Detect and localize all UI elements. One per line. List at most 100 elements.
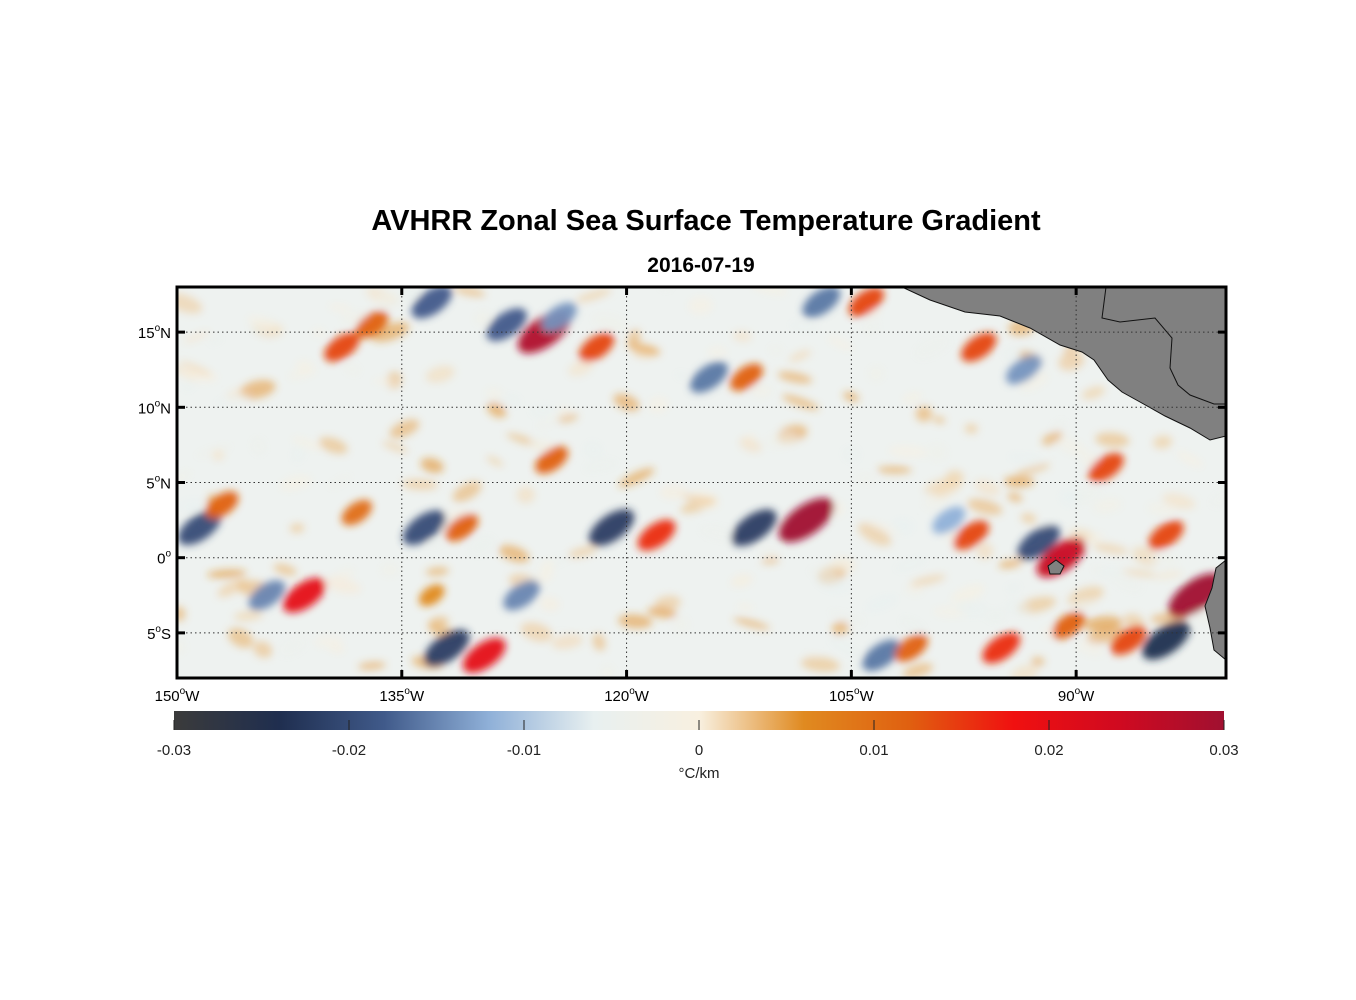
gradient-speckle — [761, 557, 780, 564]
gradient-feature — [535, 446, 569, 474]
gradient-feature — [503, 580, 540, 611]
gradient-speckle — [474, 310, 491, 326]
gradient-speckle — [782, 394, 819, 410]
colorbar-tick-label: -0.03 — [157, 742, 191, 759]
gradient-feature — [690, 361, 728, 393]
gradient-speckle — [801, 656, 840, 672]
gradient-feature — [637, 519, 676, 551]
gradient-speckle — [613, 393, 640, 411]
gradient-speckle — [739, 437, 762, 453]
gradient-feature — [778, 498, 834, 543]
gradient-speckle — [902, 391, 923, 404]
gradient-feature — [1005, 355, 1042, 385]
gradient-speckle — [314, 635, 343, 648]
gradient-feature — [418, 584, 445, 607]
gradient-speckle — [233, 610, 263, 621]
gradient-speckle — [1053, 435, 1090, 458]
gradient-speckle — [915, 405, 933, 422]
gradient-speckle — [289, 523, 305, 533]
gradient-speckle — [498, 394, 522, 407]
gradient-speckle — [279, 475, 312, 491]
gradient-speckle — [358, 661, 386, 670]
gradient-speckle — [485, 387, 503, 401]
gradient-speckle — [452, 481, 482, 502]
gradient-feature — [486, 308, 527, 342]
gradient-feature — [731, 509, 777, 546]
gradient-speckle — [278, 635, 308, 657]
gradient-speckle — [247, 315, 284, 334]
gradient-speckle — [828, 610, 866, 625]
gradient-feature — [411, 287, 452, 319]
gradient-feature — [982, 632, 1021, 664]
gradient-feature — [205, 491, 239, 519]
gradient-feature — [424, 629, 470, 667]
gradient-speckle — [732, 330, 752, 342]
gradient-feature — [282, 577, 326, 613]
gradient-feature — [1110, 625, 1147, 655]
south-america-coast — [1204, 559, 1226, 661]
gradient-speckle — [1084, 532, 1105, 546]
gradient-feature — [1168, 573, 1224, 618]
graticule-grid — [177, 287, 1226, 678]
gradient-speckle — [251, 437, 266, 455]
gradient-speckle — [672, 615, 690, 634]
map-title: AVHRR Zonal Sea Surface Temperature Grad… — [371, 205, 1041, 237]
colorbar-tick-label: 0.01 — [859, 742, 888, 759]
gradient-speckle — [318, 437, 348, 454]
map-plot-area — [175, 285, 1228, 680]
gradient-speckle — [976, 542, 994, 560]
gradient-speckle — [681, 494, 715, 505]
gradient-speckle — [750, 384, 773, 398]
latitude-labels: 15oN 10oN 5oN 0o 5oS — [138, 323, 172, 643]
gradient-speckle — [1092, 497, 1122, 514]
gradient-feature — [355, 310, 389, 339]
latitude-tick-label: 0o — [157, 549, 171, 568]
gradient-speckle — [865, 596, 897, 611]
gradient-speckle — [1041, 431, 1063, 446]
gradient-speckle — [425, 566, 449, 577]
gradient-speckle — [454, 287, 486, 297]
gradient-feature — [1052, 611, 1086, 640]
gradient-speckle — [815, 572, 850, 592]
gradient-speckle — [372, 378, 397, 386]
gradient-speckle — [273, 563, 297, 576]
gradient-speckle — [932, 416, 946, 424]
gradient-speckle — [733, 617, 770, 630]
gradient-speckle — [659, 485, 688, 500]
gradient-speckle — [567, 546, 597, 558]
gradient-speckle — [380, 562, 399, 577]
gradient-speckle — [486, 456, 504, 467]
gradient-speckle — [1058, 351, 1085, 371]
gradient-feature — [324, 332, 360, 362]
latitude-tick-label: 15oN — [138, 323, 171, 342]
gradient-speckle — [1176, 450, 1204, 468]
gradient-speckle — [877, 466, 912, 474]
gradient-speckle — [287, 367, 318, 380]
gradient-speckle — [764, 432, 799, 449]
gradient-speckle — [627, 329, 641, 347]
gradient-speckle — [1109, 569, 1143, 593]
gradient-speckle — [831, 620, 849, 636]
gradient-speckle — [469, 535, 496, 556]
land-mask — [901, 287, 1226, 661]
gradient-speckle — [1095, 432, 1130, 448]
gradient-speckle — [177, 293, 203, 314]
gradient-speckle — [371, 322, 410, 342]
gradient-speckle — [789, 321, 819, 331]
gradient-speckle — [1084, 616, 1123, 632]
gradient-speckle — [674, 372, 689, 380]
colorbar-ticks — [173, 720, 1225, 730]
longitude-tick-label: 150oW — [155, 686, 201, 705]
gradient-speckle — [1146, 502, 1176, 516]
gradient-speckle — [376, 290, 402, 310]
colorbar-tick-label: 0.03 — [1209, 742, 1238, 759]
gradient-speckle — [1162, 493, 1196, 510]
gradient-speckle — [1150, 551, 1173, 564]
gradient-speckle — [1005, 583, 1021, 593]
gradient-speckle — [688, 296, 713, 315]
gradient-feature — [402, 510, 446, 546]
gradient-speckle — [1153, 571, 1183, 580]
gradient-feature — [961, 332, 997, 362]
gradient-speckle — [1031, 656, 1045, 667]
